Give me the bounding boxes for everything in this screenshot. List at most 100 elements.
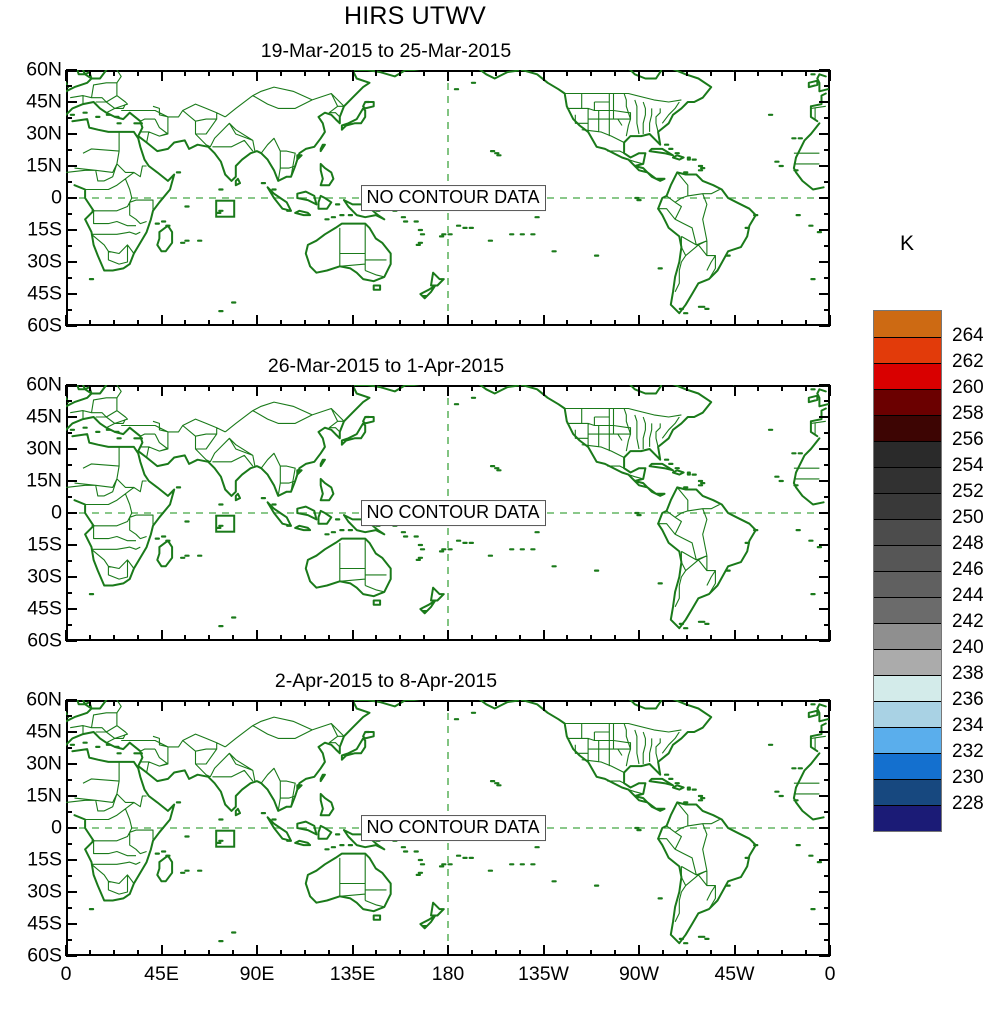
y-tick [824, 715, 830, 717]
x-tick [375, 950, 377, 956]
y-tick [66, 432, 72, 434]
y-tick-label: 15S [4, 220, 62, 240]
y-tick [819, 827, 830, 829]
x-tick [471, 320, 473, 326]
y-tick [824, 560, 830, 562]
y-tick-label: 30N [4, 124, 62, 144]
x-tick [423, 950, 425, 956]
y-tick [66, 955, 77, 957]
x-tick [328, 700, 330, 706]
y-tick-label: 60N [4, 375, 62, 395]
x-tick-label: 0 [61, 963, 72, 986]
y-tick [66, 747, 72, 749]
y-tick [66, 293, 77, 295]
x-tick-label: 45W [714, 963, 754, 986]
y-tick [66, 69, 77, 71]
x-tick [256, 315, 258, 326]
y-tick-label: 30S [4, 567, 62, 587]
x-tick [590, 320, 592, 326]
x-tick [208, 320, 210, 326]
colorbar-tick-label: 228 [952, 793, 983, 815]
x-tick [280, 635, 282, 641]
x-tick [519, 70, 521, 76]
x-tick [447, 630, 449, 641]
colorbar-tick-label: 230 [952, 767, 983, 789]
panel-title: 2-Apr-2015 to 8-Apr-2015 [66, 670, 706, 693]
x-tick [757, 385, 759, 391]
x-tick [208, 70, 210, 76]
y-tick-label: 15N [4, 786, 62, 806]
y-tick [819, 261, 830, 263]
x-tick [137, 635, 139, 641]
y-tick-label: 15S [4, 535, 62, 555]
x-tick [447, 315, 449, 326]
y-tick-label: 0 [4, 188, 62, 208]
y-tick-label: 45S [4, 599, 62, 619]
x-tick [686, 385, 688, 391]
x-tick [805, 320, 807, 326]
x-tick [184, 635, 186, 641]
y-tick [66, 133, 77, 135]
x-tick [471, 950, 473, 956]
y-tick [66, 624, 72, 626]
y-tick [819, 891, 830, 893]
x-tick [829, 700, 831, 711]
y-tick [819, 512, 830, 514]
x-tick [375, 635, 377, 641]
x-tick [184, 950, 186, 956]
x-tick [638, 385, 640, 396]
x-tick [256, 945, 258, 956]
y-tick [824, 875, 830, 877]
x-tick [399, 320, 401, 326]
y-tick [824, 939, 830, 941]
colorbar-tick-label: 232 [952, 741, 983, 763]
x-tick [184, 385, 186, 391]
x-tick [399, 385, 401, 391]
y-tick [66, 85, 72, 87]
y-tick [66, 165, 77, 167]
x-tick [686, 70, 688, 76]
x-tick [543, 700, 545, 711]
y-tick [66, 416, 77, 418]
colorbar-band [874, 701, 941, 727]
y-tick [66, 640, 77, 642]
colorbar-tick-label: 264 [952, 325, 983, 347]
y-tick [66, 795, 77, 797]
x-tick [89, 635, 91, 641]
colorbar-band [874, 727, 941, 753]
x-tick-label: 135E [330, 963, 376, 986]
y-tick [66, 811, 72, 813]
x-tick [543, 385, 545, 396]
y-tick [819, 923, 830, 925]
x-tick [805, 700, 807, 706]
colorbar-band [874, 571, 941, 597]
x-tick [328, 635, 330, 641]
colorbar-tick-label: 234 [952, 715, 983, 737]
x-tick [566, 950, 568, 956]
y-axis-labels: 60N45N30N15N015S30S45S60S [4, 385, 62, 641]
y-tick-label: 60S [4, 631, 62, 651]
colorbar-band [874, 337, 941, 363]
y-tick-label: 60S [4, 316, 62, 336]
y-tick [824, 213, 830, 215]
y-tick [66, 576, 77, 578]
x-tick [614, 70, 616, 76]
x-tick [89, 320, 91, 326]
y-tick [66, 608, 77, 610]
x-tick [89, 950, 91, 956]
x-tick [638, 630, 640, 641]
x-tick [113, 70, 115, 76]
y-tick [819, 480, 830, 482]
y-tick [66, 229, 77, 231]
x-tick [65, 700, 67, 711]
x-tick [375, 700, 377, 706]
colorbar-band [874, 805, 941, 831]
colorbar-tick-label: 256 [952, 429, 983, 451]
x-tick [590, 385, 592, 391]
y-tick [819, 608, 830, 610]
x-tick [757, 950, 759, 956]
x-tick [590, 950, 592, 956]
x-tick [280, 950, 282, 956]
y-axis-labels: 60N45N30N15N015S30S45S60S [4, 70, 62, 326]
colorbar-tick-label: 240 [952, 637, 983, 659]
